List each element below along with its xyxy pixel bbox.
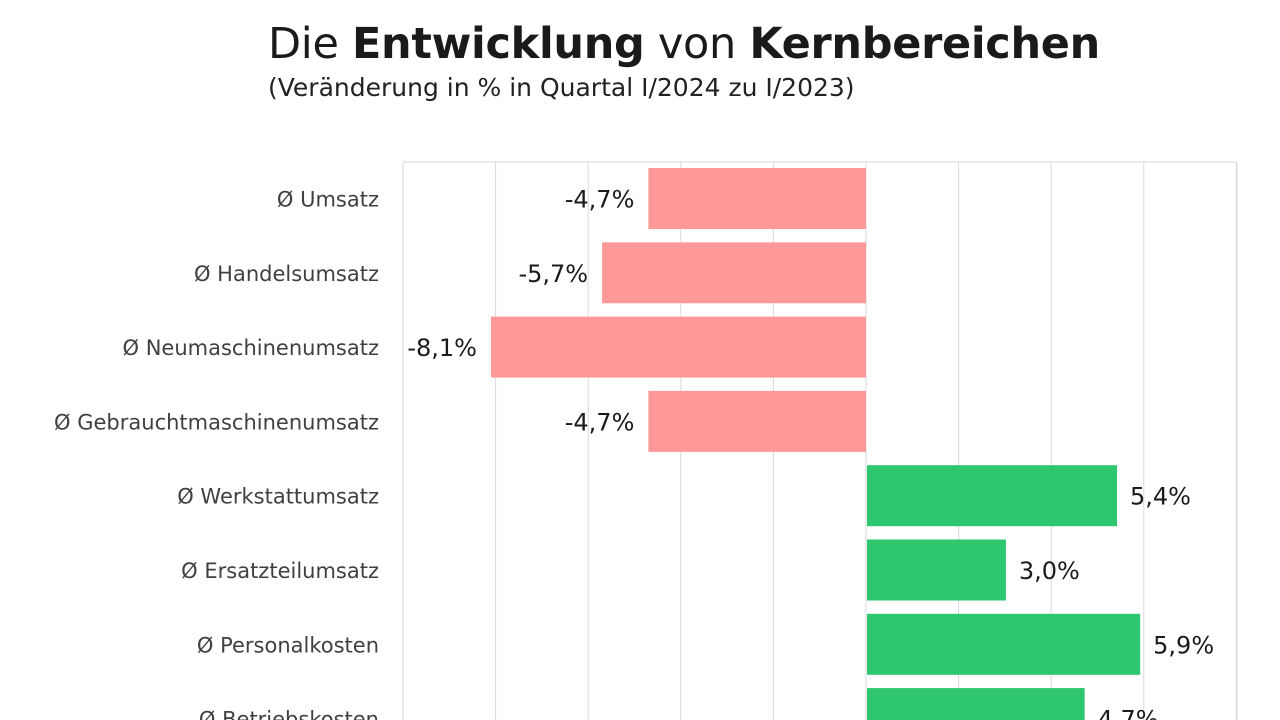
bar <box>867 613 1141 675</box>
title-part-1: Die <box>268 19 352 69</box>
category-label: Ø Umsatz <box>277 188 379 212</box>
value-label: 4,7% <box>1098 706 1159 720</box>
category-label: Ø Personalkosten <box>197 633 379 657</box>
title-part-2: von <box>644 19 750 69</box>
chart-subtitle: (Veränderung in % in Quartal I/2024 zu I… <box>268 73 855 102</box>
category-label: Ø Neumaschinenumsatz <box>123 336 379 360</box>
bar <box>867 465 1118 527</box>
value-label: 5,9% <box>1153 631 1214 659</box>
category-label: Ø Werkstattumsatz <box>177 485 379 509</box>
value-label: 3,0% <box>1019 557 1080 585</box>
value-label: -4,7% <box>565 408 635 436</box>
value-label: 5,4% <box>1130 483 1191 511</box>
bar <box>648 390 866 452</box>
category-label: Ø Gebrauchtmaschinenumsatz <box>54 410 379 434</box>
bar <box>648 168 866 229</box>
value-label: -8,1% <box>407 334 477 362</box>
category-label: Ø Ersatzteilumsatz <box>181 559 379 583</box>
chart-title: Die Entwicklung von Kernbereichen <box>268 14 1100 74</box>
bar <box>602 242 866 304</box>
bar <box>867 539 1006 601</box>
value-label: -4,7% <box>565 186 635 214</box>
category-label: Ø Handelsumsatz <box>194 262 379 286</box>
title-bold-1: Entwicklung <box>351 19 645 69</box>
bar <box>490 316 866 378</box>
category-label: Ø Betriebskosten <box>199 708 379 720</box>
value-label: -5,7% <box>518 260 588 288</box>
bar <box>867 688 1085 720</box>
title-bold-2: Kernbereichen <box>749 19 1100 69</box>
